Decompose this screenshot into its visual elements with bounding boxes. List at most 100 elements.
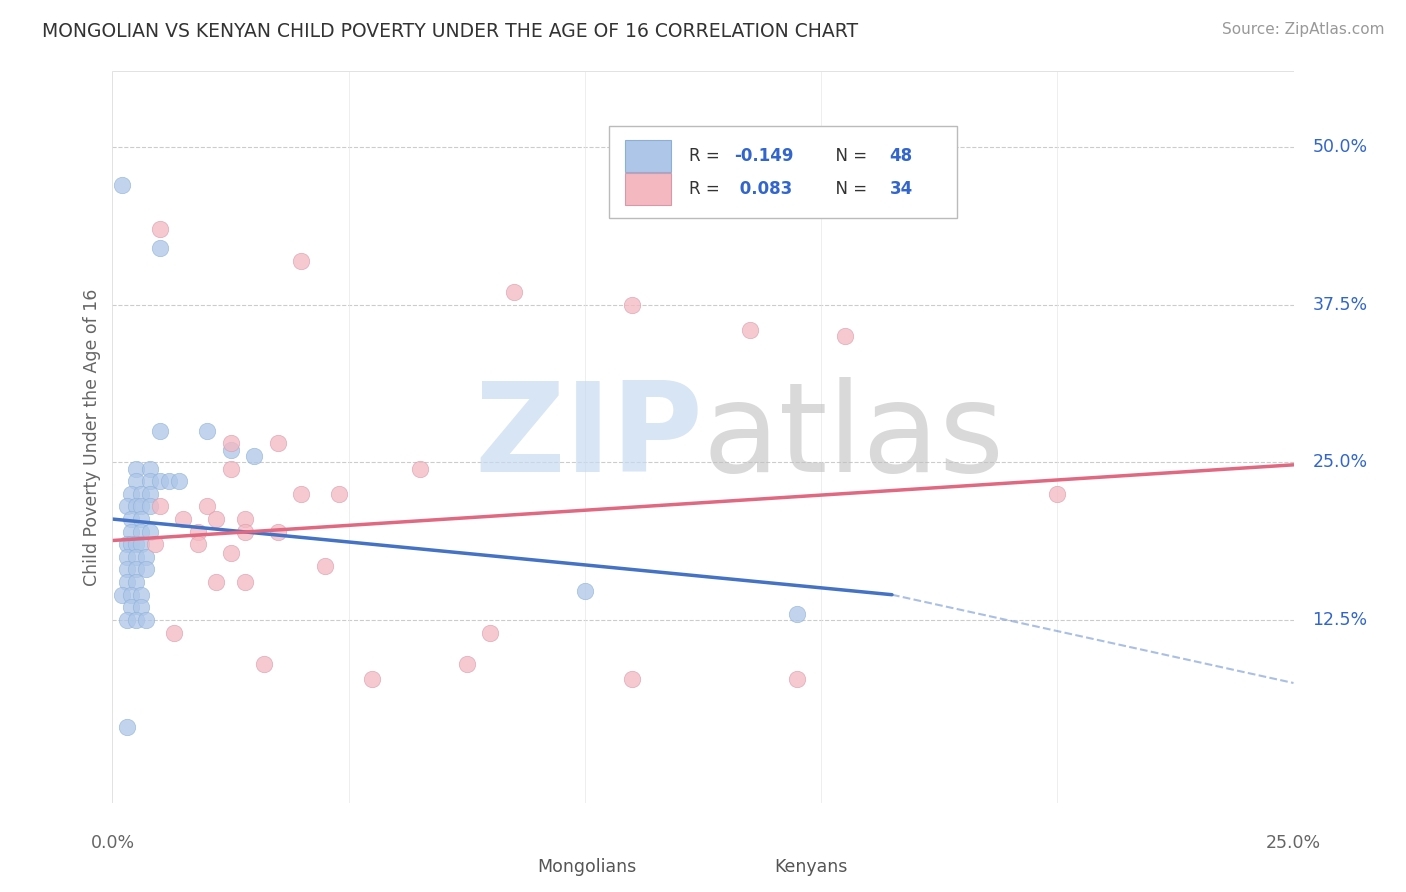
Point [786,607,808,621]
Point [115,720,138,734]
Point [157,474,180,488]
Point [143,537,166,551]
Point [253,657,276,671]
Point [786,672,808,686]
Point [115,613,138,627]
Point [129,487,152,501]
Point [163,625,186,640]
Point [172,512,194,526]
Point [219,436,242,450]
Point [135,562,157,576]
Text: Source: ZipAtlas.com: Source: ZipAtlas.com [1222,22,1385,37]
Point [135,613,157,627]
Point [1046,487,1069,501]
Point [205,575,228,590]
Point [149,241,172,255]
Point [167,474,190,488]
Text: 25.0%: 25.0% [1312,453,1368,471]
Point [621,298,644,312]
Point [129,524,152,539]
Point [125,575,148,590]
Point [115,549,138,564]
Point [149,222,172,236]
Point [233,512,256,526]
Point [290,253,312,268]
Point [129,588,152,602]
Point [135,549,157,564]
Point [328,487,350,501]
Point [120,537,142,551]
Point [111,588,134,602]
Point [120,512,142,526]
Point [233,524,256,539]
Point [139,474,162,488]
Point [205,512,228,526]
Point [186,537,208,551]
Text: -0.149: -0.149 [734,147,793,165]
Point [120,487,142,501]
FancyBboxPatch shape [699,854,766,880]
Point [115,537,138,551]
Point [740,323,762,337]
Text: 25.0%: 25.0% [1265,834,1322,853]
Point [290,487,312,501]
Point [120,524,142,539]
Point [129,537,152,551]
Point [149,474,172,488]
Point [219,442,242,457]
Text: 50.0%: 50.0% [1312,138,1368,156]
Point [125,562,148,576]
Point [120,588,142,602]
Point [129,600,152,615]
Point [267,524,290,539]
Point [621,672,644,686]
Point [361,672,384,686]
Point [233,575,256,590]
Point [195,500,218,514]
Point [139,500,162,514]
Point [267,436,290,450]
Point [503,285,526,299]
Point [120,600,142,615]
Point [479,625,502,640]
Text: 37.5%: 37.5% [1312,295,1368,314]
Point [195,424,218,438]
Text: R =: R = [689,180,725,198]
Point [139,487,162,501]
Point [186,524,208,539]
Text: 0.0%: 0.0% [90,834,135,853]
Text: N =: N = [825,147,872,165]
Text: Mongolians: Mongolians [537,858,637,876]
Point [129,512,152,526]
Text: N =: N = [825,180,872,198]
Text: 12.5%: 12.5% [1312,611,1368,629]
Point [125,537,148,551]
Point [574,583,596,598]
Text: 0.083: 0.083 [734,180,792,198]
Text: MONGOLIAN VS KENYAN CHILD POVERTY UNDER THE AGE OF 16 CORRELATION CHART: MONGOLIAN VS KENYAN CHILD POVERTY UNDER … [42,22,858,41]
Point [456,657,478,671]
Point [115,500,138,514]
Point [125,613,148,627]
Point [314,558,336,573]
Point [125,461,148,475]
Point [149,500,172,514]
Point [125,474,148,488]
Point [408,461,430,475]
Point [115,562,138,576]
Point [129,500,152,514]
Point [219,461,242,475]
Point [243,449,266,463]
Point [149,424,172,438]
Point [219,546,242,560]
Point [125,500,148,514]
Text: atlas: atlas [703,376,1005,498]
Point [115,575,138,590]
Y-axis label: Child Poverty Under the Age of 16: Child Poverty Under the Age of 16 [83,288,101,586]
FancyBboxPatch shape [609,126,957,218]
Point [125,549,148,564]
Text: R =: R = [689,147,725,165]
Point [111,178,134,192]
Point [139,524,162,539]
Text: 34: 34 [890,180,912,198]
